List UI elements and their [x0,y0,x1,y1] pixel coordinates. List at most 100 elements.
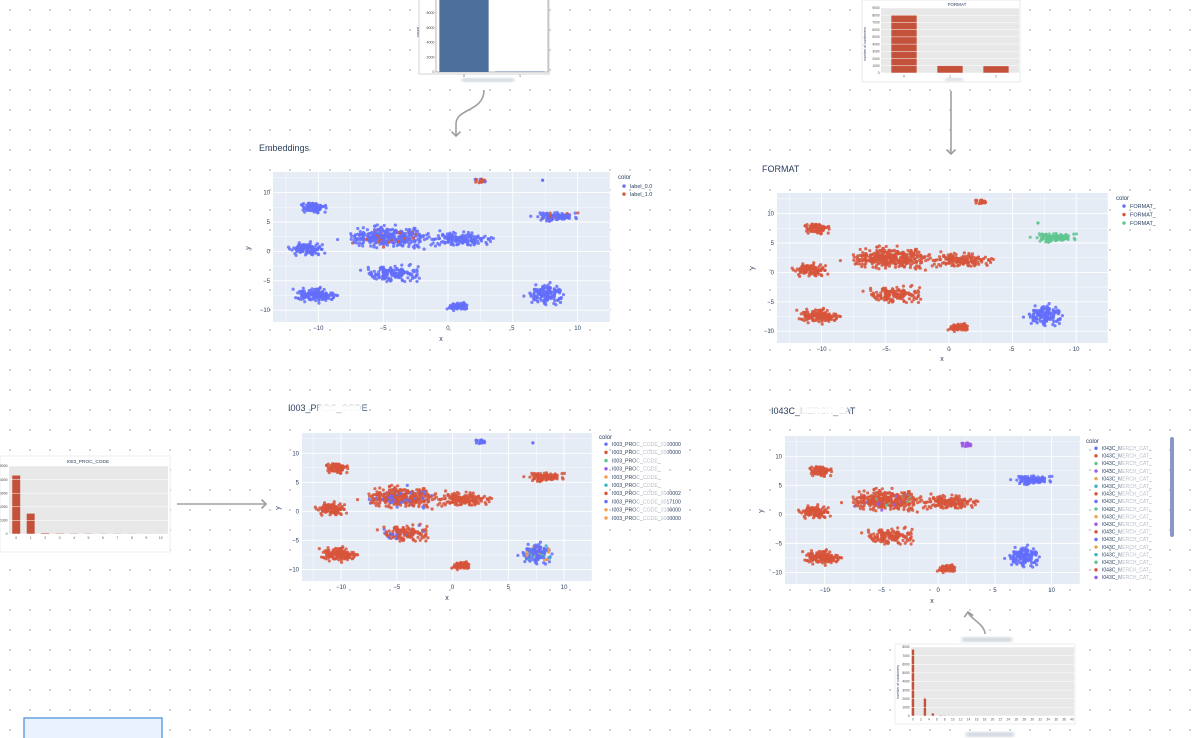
data-point [915,260,919,264]
data-point [541,178,545,182]
data-point [548,286,552,290]
data-point [402,533,406,537]
legend-entry[interactable]: FORMAT_ [1130,204,1157,210]
data-point [811,311,815,315]
data-point [851,253,856,257]
data-point [877,244,882,248]
data-point [1057,321,1061,326]
data-point [893,262,897,266]
scatter-points [286,177,580,313]
data-point [816,503,820,507]
y-tick-label: 4000 [427,41,435,45]
data-point [819,263,823,267]
data-point [334,552,338,557]
data-point [913,266,917,270]
data-point [910,294,914,298]
data-point [545,294,549,298]
data-point [475,495,480,499]
redacted-legend-text [636,506,668,513]
data-point [417,504,421,509]
data-point [558,291,562,295]
data-point [318,292,322,296]
data-point [423,494,427,499]
legend-entry[interactable]: label_1.0 [630,192,652,198]
data-point [547,290,551,295]
data-point [1054,305,1058,309]
data-point [1057,317,1061,321]
data-point [437,237,441,241]
data-point [1061,236,1065,240]
data-point [1051,317,1055,322]
data-point [1031,312,1036,316]
data-point [542,299,546,304]
data-point [324,203,328,208]
data-point [334,546,338,550]
data-point [388,496,392,500]
data-point [448,500,452,504]
data-point [375,227,380,231]
data-point [902,265,907,269]
data-point [302,294,306,298]
data-point [401,269,406,273]
data-point [317,547,321,551]
legend-entry[interactable]: label_0.0 [630,184,652,190]
data-point [813,224,818,228]
data-point [528,559,532,563]
data-point [387,276,391,280]
y-tick-label: 5 [771,241,775,247]
data-point [868,249,872,253]
data-point [328,510,333,514]
y-tick-label: 5 [267,220,271,226]
data-point [1032,315,1036,319]
data-point [565,213,570,218]
data-point [815,269,819,273]
data-point [961,262,965,266]
legend-marker [604,483,608,487]
data-point [415,498,419,502]
data-point [373,487,377,491]
data-point [393,238,397,242]
data-point [381,242,385,246]
data-point [462,230,466,234]
data-point [823,225,827,230]
data-point [910,300,914,304]
data-point [900,491,904,495]
data-point [349,232,353,236]
legend-entry[interactable]: FORMAT_ [1130,221,1157,227]
data-point [339,560,344,564]
data-point [969,257,973,261]
data-point [1047,232,1051,236]
data-point [911,503,915,507]
chart-title: FORMAT [948,2,967,7]
legend-entry[interactable]: FORMAT_ [1130,213,1157,219]
data-point [897,252,901,256]
data-point [474,180,478,184]
data-point [382,223,386,228]
y-tick-label: 5 [296,480,300,486]
data-point [376,270,381,274]
data-point [914,498,919,502]
data-point [522,475,526,479]
data-point [1044,240,1048,244]
data-point [966,261,971,265]
data-point [894,250,898,254]
data-point [871,293,875,298]
data-point [823,563,827,567]
data-point [372,224,377,228]
data-point [877,267,881,271]
data-point [327,503,332,507]
data-point [539,298,543,302]
data-point [424,489,428,493]
data-point [873,504,878,508]
data-point [400,278,404,282]
data-point [908,497,912,502]
bar [983,66,1009,73]
data-point [422,247,426,251]
data-point [405,238,409,242]
data-point [405,270,409,274]
data-point [314,287,318,291]
data-point [400,234,404,239]
data-point [541,284,545,288]
data-point [957,263,962,267]
data-point [805,511,809,515]
